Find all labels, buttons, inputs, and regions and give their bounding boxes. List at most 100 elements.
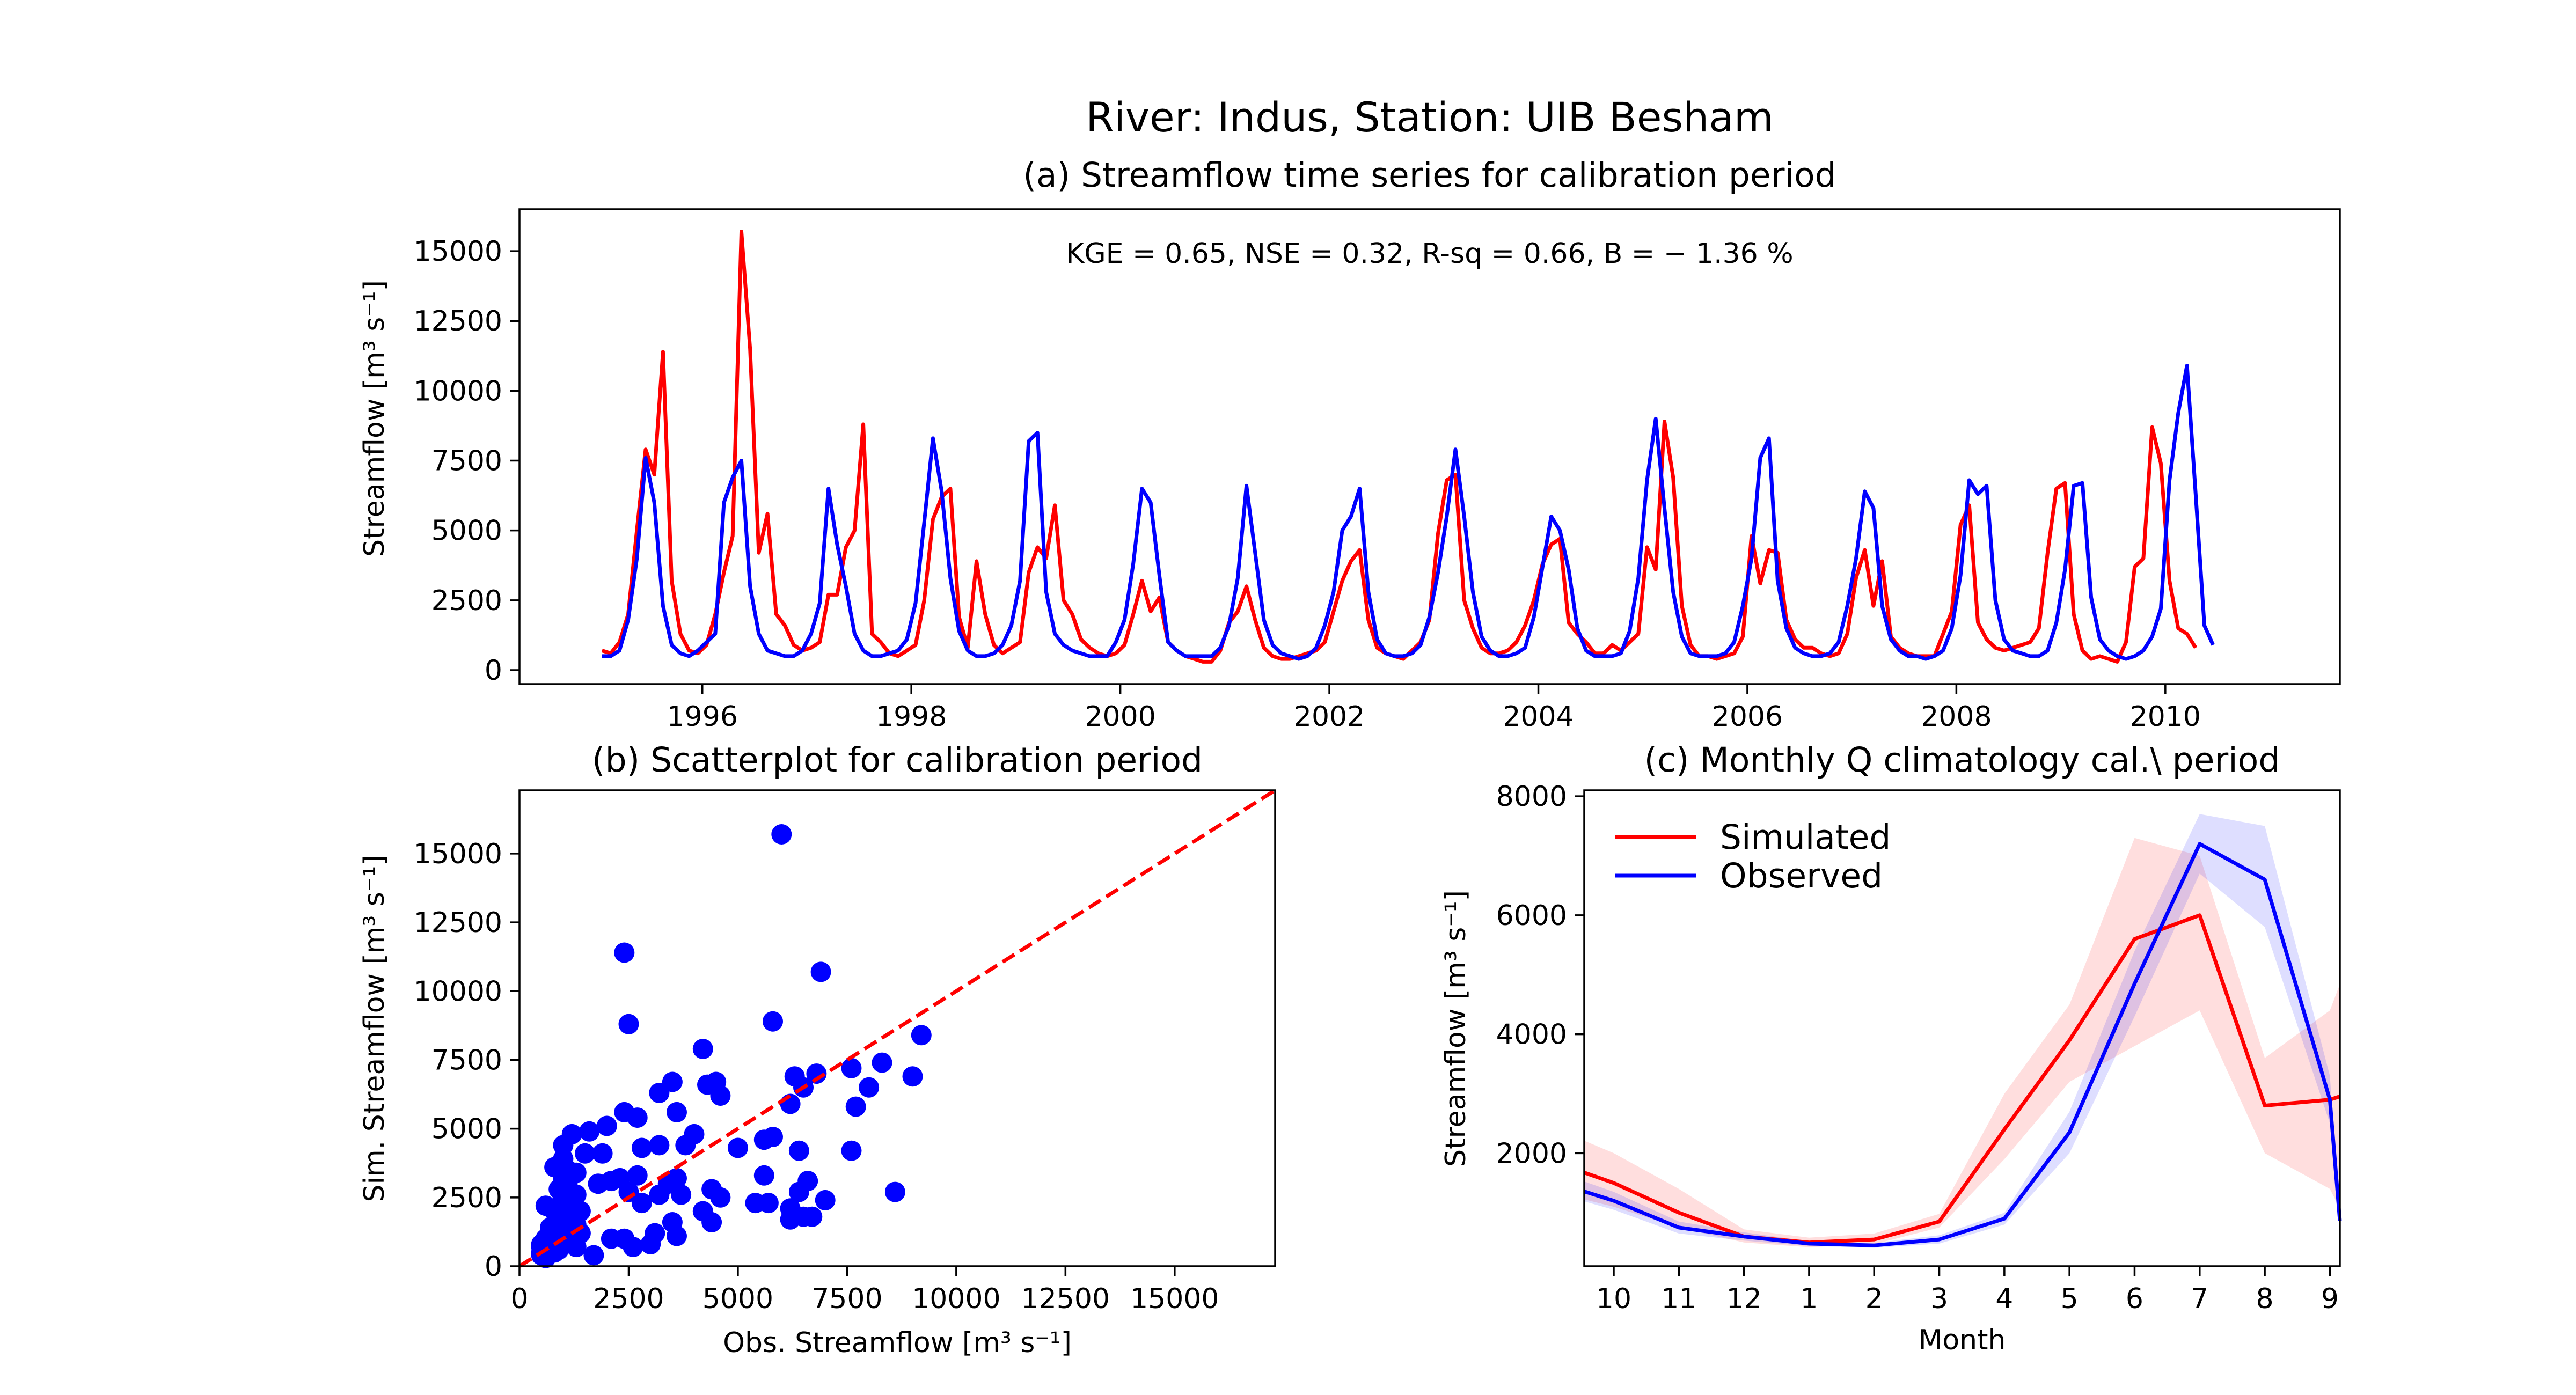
scatter-point [845,1096,866,1117]
scatter-point [771,824,792,845]
y-tick-label: 8000 [1496,781,1567,813]
x-tick-label: 1 [1800,1283,1818,1315]
y-tick-label: 15000 [414,236,502,268]
scatter-point [810,961,831,982]
scatter-point [859,1077,880,1098]
scatter-xlabel: Obs. Streamflow [m³ s⁻¹] [723,1327,1072,1359]
y-tick-label: 2500 [431,1182,502,1214]
timeseries-stats: KGE = 0.65, NSE = 0.32, R-sq = 0.66, B =… [1066,238,1793,270]
y-tick-label: 15000 [414,838,502,870]
climatology-frame [1583,789,2341,1267]
scatter-point [640,1234,661,1254]
timeseries-axes: 1996 1998 2000 2002 2004 2006 2008 2010 0 2500 500… [414,236,2201,733]
scatter-point [806,1063,827,1084]
one-to-one-line [518,789,1276,1268]
scatter-point [758,1193,779,1214]
band-observed [1584,814,2340,1248]
x-tick-label: 11 [1661,1283,1696,1315]
x-tick-label: 2 [1865,1283,1883,1315]
scatter-point [675,1135,696,1156]
scatter-point [911,1025,932,1046]
scatter-point [627,1107,648,1128]
x-tick-label: 2000 [1085,701,1155,733]
scatter-point [902,1066,923,1087]
x-tick-label: 1998 [876,701,947,733]
climatology-line-simulated [1583,913,2341,1245]
scatter-title: (b) Scatterplot for calibration period [592,740,1203,780]
scatter-point [649,1135,670,1156]
x-tick-label: 12 [1726,1283,1762,1315]
y-tick-label: 10000 [414,375,502,407]
climatology-legend: Simulated Observed [1615,818,1891,895]
y-tick-label: 7500 [431,1044,502,1076]
x-tick-label: 2010 [2130,701,2201,733]
scatter-point [780,1209,801,1230]
climatology-xlabel: Month [1919,1324,2006,1356]
climatology-line-observed [1583,842,2342,1247]
scatter-point [815,1190,836,1210]
scatter-point [631,1137,652,1158]
x-tick-label: 10000 [912,1283,1000,1315]
climatology-title: (c) Monthly Q climatology cal.\ period [1644,740,2280,780]
scatter-point [692,1039,713,1059]
scatter-point [570,1223,591,1244]
x-tick-label: 9 [2321,1283,2339,1315]
x-tick-label: 1996 [667,701,738,733]
scatter-point [788,1140,809,1161]
x-tick-label: 7500 [811,1283,882,1315]
x-tick-label: 15000 [1130,1283,1219,1315]
scatter-point [763,1011,783,1032]
timeseries-ylabel: Streamflow [m³ s⁻¹] [358,280,391,557]
scatter-point [710,1187,731,1208]
y-tick-label: 7500 [431,445,502,478]
x-tick-label: 2500 [593,1283,664,1315]
scatter-point [592,1143,613,1164]
scatter-point [872,1052,892,1073]
scatter-point [727,1137,748,1158]
y-tick-label: 12500 [414,907,502,939]
scatter-point [788,1181,809,1202]
scatter-point [753,1165,774,1186]
x-tick-label: 3 [1930,1283,1948,1315]
legend-label-observed: Observed [1720,856,1883,895]
timeseries-frame [518,208,2341,685]
scatter-point [614,942,635,963]
scatter-point [841,1140,862,1161]
series-line-observed [602,364,2215,661]
y-tick-label: 5000 [431,1113,502,1146]
x-tick-label: 5000 [702,1283,773,1315]
scatter-point [583,1245,604,1266]
scatter-point [667,1102,687,1122]
y-tick-label: 2000 [1496,1137,1567,1170]
x-tick-label: 10 [1596,1283,1631,1315]
scatter-points [518,789,1276,1268]
scatter-point [884,1181,905,1202]
x-tick-label: 2008 [1921,701,1992,733]
y-tick-label: 12500 [414,305,502,337]
x-tick-label: 6 [2126,1283,2143,1315]
scatter-frame [518,789,1276,1267]
climatology-bands [1584,814,2340,1248]
climatology-panel: (c) Monthly Q climatology cal.\ period M… [1440,740,2342,1356]
timeseries-panel: (a) Streamflow time series for calibrati… [358,156,2341,733]
scatter-point [627,1165,648,1186]
scatter-point [623,1237,643,1258]
scatter-axes: 0 2500 5000 7500 10000 12500 15000 0 2500 5000 750… [414,838,1219,1315]
y-tick-label: 2500 [431,585,502,617]
scatter-point [701,1212,722,1232]
scatter-point [753,1129,774,1150]
scatter-point [535,1228,556,1249]
figure-suptitle: River: Indus, Station: UIB Besham [1086,93,1774,141]
x-tick-label: 2006 [1712,701,1783,733]
scatter-ylabel: Sim. Streamflow [m³ s⁻¹] [358,855,391,1202]
x-tick-label: 12500 [1021,1283,1110,1315]
x-tick-label: 8 [2256,1283,2274,1315]
climatology-lines [1583,842,2342,1247]
x-tick-label: 7 [2191,1283,2208,1315]
y-tick-label: 4000 [1496,1019,1567,1051]
scatter-point [710,1085,731,1106]
climatology-ylabel: Streamflow [m³ s⁻¹] [1440,890,1472,1167]
scatter-point [544,1201,565,1222]
